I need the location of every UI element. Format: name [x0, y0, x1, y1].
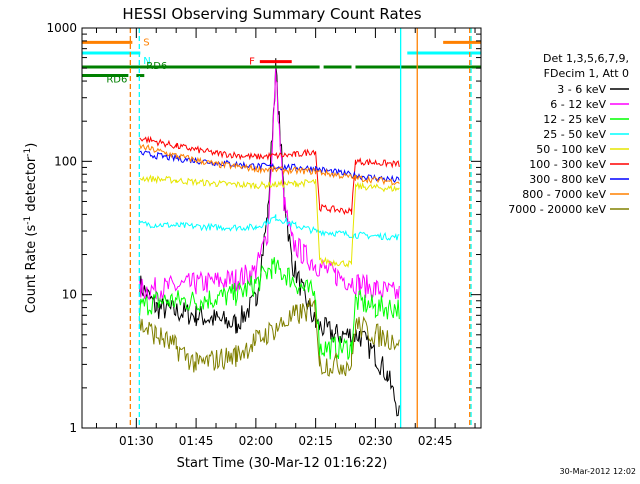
y-tick-label-4: 1000 — [46, 21, 77, 35]
y-axis-label: Count Rate (s-1 detector-1) — [23, 143, 39, 314]
flag-label-4: RD6 — [106, 75, 127, 86]
footer-date: 30-Mar-2012 12:02 — [560, 467, 637, 476]
y-tick-label-1: 1 — [69, 421, 77, 435]
legend-entries: 3 - 6 keV 6 - 12 keV 12 - 25 keV 25 - 50 ke… — [508, 83, 629, 216]
x-tick-label-3: 02:00 — [239, 434, 274, 448]
x-tick-label-6: 02:45 — [418, 434, 453, 448]
legend-label-2: 6 - 12 keV — [550, 98, 606, 111]
legend-label-9: 7000 - 20000 keV — [508, 203, 606, 216]
series-line-5 — [139, 174, 400, 268]
legend-label-1: 3 - 6 keV — [557, 83, 606, 96]
legend-label-8: 800 - 7000 keV — [522, 188, 606, 201]
x-axis-label: Start Time (30-Mar-12 01:16:22) — [177, 456, 388, 471]
y-label-sup1: -1 — [23, 216, 33, 225]
legend-header-2: FDecim 1, Att 0 — [544, 67, 629, 80]
vline-layer — [129, 28, 472, 428]
x-tick-label-1: 01:30 — [119, 434, 154, 448]
legend-label-6: 100 - 300 keV — [529, 158, 606, 171]
y-tick-label-3: 100 — [54, 154, 77, 168]
flag-label-1: S — [143, 37, 149, 48]
x-tick-label-4: 02:15 — [298, 434, 333, 448]
chart-title: HESSI Observing Summary Count Rates — [122, 5, 421, 23]
legend-label-7: 300 - 800 keV — [529, 173, 606, 186]
legend-label-5: 50 - 100 keV — [536, 143, 606, 156]
axis-layer: 01:30 01:45 02:00 02:15 02:30 02:45 1 10 100 1000 — [46, 21, 481, 448]
flag-label-3: RD6 — [146, 61, 167, 72]
series-line-4 — [139, 214, 400, 241]
series-line-2 — [139, 66, 400, 302]
x-tick-label-5: 02:30 — [358, 434, 393, 448]
legend-label-4: 25 - 50 keV — [543, 128, 606, 141]
series-line-9 — [139, 298, 400, 377]
series-line-8 — [139, 143, 400, 186]
flag-label-5: F — [249, 57, 255, 68]
legend: Det 1,3,5,6,7,9, FDecim 1, Att 0 3 - 6 k… — [508, 52, 629, 216]
legend-header-1: Det 1,3,5,6,7,9, — [543, 52, 629, 65]
y-label-mid: detector — [24, 156, 39, 216]
y-label-sup2: -1 — [23, 148, 33, 157]
plot-frame — [81, 27, 482, 429]
series-line-3 — [139, 257, 400, 360]
series-line-6 — [139, 135, 400, 216]
series-layer — [139, 58, 400, 417]
y-tick-label-2: 10 — [62, 288, 77, 302]
legend-label-3: 12 - 25 keV — [543, 113, 606, 126]
y-label-main: Count Rate (s — [24, 225, 39, 314]
flag-label-2: N — [143, 56, 150, 67]
y-label-end: ) — [24, 143, 39, 148]
x-tick-label-2: 01:45 — [179, 434, 214, 448]
